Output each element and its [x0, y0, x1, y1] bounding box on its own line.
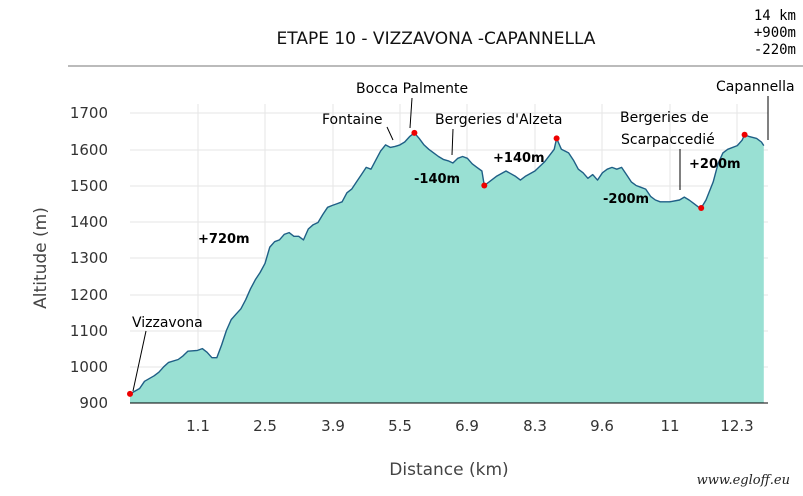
place-label-vizzavona: Vizzavona	[132, 315, 203, 331]
leader-line	[132, 330, 147, 392]
y-tick-label: 1700	[70, 104, 108, 122]
place-annotations: Vizzavona Fontaine Bocca Palmente Berger…	[132, 79, 795, 392]
y-tick-label: 1000	[70, 358, 108, 376]
gain-label: +140m	[493, 151, 545, 166]
x-tick-label: 12.3	[720, 417, 753, 435]
y-tick-label: 1100	[70, 322, 108, 340]
x-tick-label: 11	[660, 417, 679, 435]
x-tick-label: 2.5	[253, 417, 277, 435]
watermark: www.egloff.eu	[697, 473, 790, 488]
waypoint-marker	[411, 129, 418, 136]
y-tick-label: 1500	[70, 177, 108, 195]
y-tick-label: 1600	[70, 141, 108, 159]
place-label-scarpaccedie: Scarpaccedié	[621, 132, 715, 148]
x-tick-label: 8.3	[523, 417, 547, 435]
waypoint-marker	[553, 135, 560, 142]
waypoint-marker	[481, 182, 488, 189]
x-tick-label: 5.5	[388, 417, 412, 435]
stat-ascent: +900m	[754, 25, 796, 41]
gain-label: +200m	[689, 157, 741, 172]
loss-label: -140m	[414, 172, 460, 187]
y-axis-title: Altitude (m)	[31, 207, 51, 309]
y-axis-ticks: 900 1000 1100 1200 1300 1400 1500 1600 1…	[70, 104, 108, 412]
y-tick-label: 1200	[70, 286, 108, 304]
x-axis-title: Distance (km)	[389, 460, 508, 480]
y-tick-label: 1300	[70, 249, 108, 267]
elevation-area	[130, 132, 764, 403]
leader-line	[409, 97, 413, 129]
x-tick-label: 9.6	[590, 417, 614, 435]
y-tick-label: 1400	[70, 213, 108, 231]
gain-annotations: +720m -140m +140m -200m +200m	[198, 151, 741, 247]
y-tick-label: 900	[79, 394, 108, 412]
place-label-bergeries-de: Bergeries de	[620, 110, 709, 126]
x-axis-ticks: 1.1 2.5 3.9 5.5 6.9 8.3 9.6 11 12.3	[186, 417, 754, 435]
place-label-fontaine: Fontaine	[322, 112, 382, 128]
elevation-line	[129, 132, 765, 395]
stat-descent: -220m	[754, 42, 796, 58]
leader-line	[451, 128, 454, 156]
loss-label: -200m	[603, 192, 649, 207]
waypoint-markers	[127, 129, 748, 397]
x-tick-label: 3.9	[321, 417, 345, 435]
gain-label: +720m	[198, 232, 250, 247]
leader-line	[386, 126, 394, 141]
chart-title: ETAPE 10 - VIZZAVONA -CAPANNELLA	[277, 29, 596, 49]
x-tick-label: 1.1	[186, 417, 210, 435]
stat-distance: 14 km	[754, 8, 796, 24]
x-tick-label: 6.9	[455, 417, 479, 435]
place-label-bergeries-alzeta: Bergeries d'Alzeta	[435, 112, 562, 128]
waypoint-marker	[127, 390, 133, 397]
place-label-bocca-palmente: Bocca Palmente	[356, 81, 468, 97]
waypoint-marker	[698, 205, 705, 211]
place-label-capannella: Capannella	[716, 79, 795, 95]
waypoint-marker	[741, 131, 748, 138]
